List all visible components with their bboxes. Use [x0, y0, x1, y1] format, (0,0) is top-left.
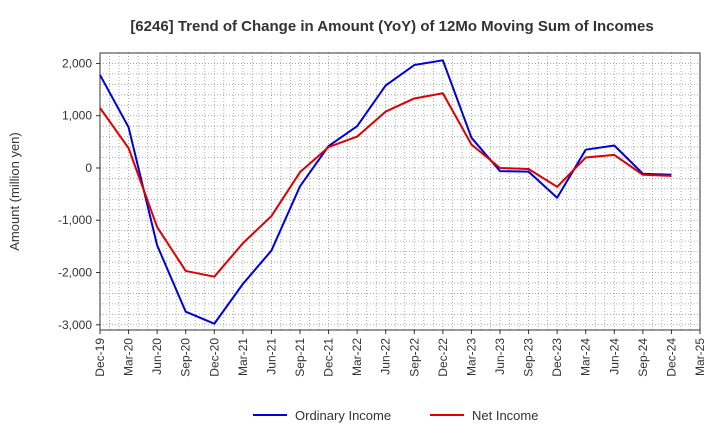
y-tick-label: 1,000: [62, 109, 92, 123]
x-tick-label: Dec-20: [207, 338, 221, 377]
series-layer: [99, 59, 672, 325]
grid: [100, 53, 700, 330]
x-tick-label: Sep-20: [179, 338, 193, 377]
x-axis-ticks: Dec-19 Mar-20 Jun-20 Sep-20 Dec-20 Mar-21 Jun-…: [93, 330, 707, 377]
legend: Ordinary Income Net Income: [253, 408, 538, 423]
series-line-ordinary-income: [99, 59, 672, 325]
x-tick-label: Sep-24: [636, 338, 650, 377]
chart-title: [6246] Trend of Change in Amount (YoY) o…: [130, 18, 653, 35]
plot-area: [99, 52, 701, 331]
x-tick-label: Jun-22: [379, 338, 393, 375]
x-tick-label: Dec-21: [322, 338, 336, 377]
y-tick-label: 0: [85, 161, 92, 175]
y-tick-label: -2,000: [58, 266, 92, 280]
x-tick-label: Mar-22: [350, 338, 364, 376]
x-tick-label: Mar-25: [693, 338, 707, 376]
y-tick-label: 2,000: [62, 56, 92, 70]
legend-label-ordinary-income: Ordinary Income: [295, 408, 391, 423]
y-tick-label: -1,000: [58, 213, 92, 227]
y-axis-label: Amount (million yen): [7, 132, 22, 251]
x-tick-label: Mar-23: [464, 338, 478, 376]
x-tick-label: Sep-23: [522, 338, 536, 377]
x-tick-label: Mar-24: [579, 338, 593, 376]
legend-label-net-income: Net Income: [472, 408, 538, 423]
x-tick-label: Dec-22: [436, 338, 450, 377]
x-tick-label: Dec-24: [664, 338, 678, 377]
x-tick-label: Dec-23: [550, 338, 564, 377]
x-tick-label: Jun-20: [150, 338, 164, 375]
x-tick-label: Mar-21: [236, 338, 250, 376]
x-tick-label: Jun-24: [607, 338, 621, 375]
x-tick-label: Sep-21: [293, 338, 307, 377]
series-line-net-income: [99, 92, 672, 278]
x-tick-label: Dec-19: [93, 338, 107, 377]
x-tick-label: Jun-21: [264, 338, 278, 375]
x-tick-label: Mar-20: [122, 338, 136, 376]
y-tick-label: -3,000: [58, 318, 92, 332]
x-tick-label: Sep-22: [407, 338, 421, 377]
x-tick-label: Jun-23: [493, 338, 507, 375]
y-axis-ticks: -3,000 -2,000 -1,000 0 1,000 2,000: [58, 56, 100, 332]
